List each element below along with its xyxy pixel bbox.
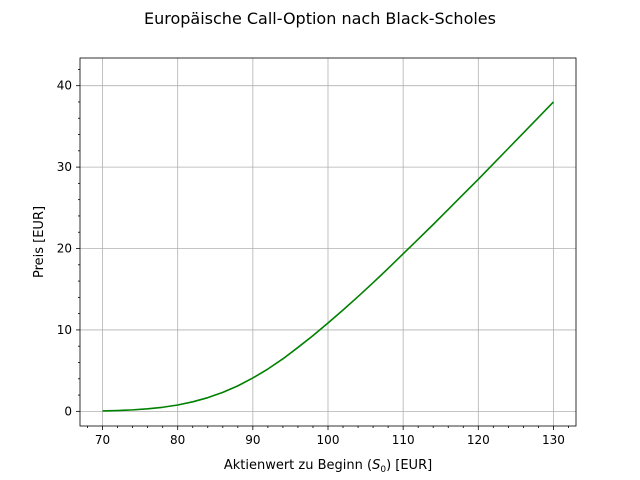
y-axis-label: Preis [EUR] <box>32 206 47 278</box>
x-tick-label: 130 <box>542 433 565 447</box>
x-tick-label: 90 <box>245 433 260 447</box>
grid <box>80 58 576 426</box>
x-tick-label: 80 <box>170 433 185 447</box>
x-axis-label-subscript: 0 <box>380 465 386 475</box>
x-axis-label: Aktienwert zu Beginn (S0) [EUR] <box>224 458 432 475</box>
y-tick-label: 40 <box>57 79 72 93</box>
x-axis-label-prefix: Aktienwert zu Beginn ( <box>224 458 372 473</box>
tick-labels: 70 80 90 100 110 120 130 0 10 20 30 40 <box>57 79 565 447</box>
y-tick-label: 20 <box>57 242 72 256</box>
x-tick-label: 100 <box>317 433 340 447</box>
x-axis-label-suffix: ) [EUR] <box>386 458 432 473</box>
y-tick-label: 30 <box>57 160 72 174</box>
x-tick-label: 70 <box>95 433 110 447</box>
y-tick-label: 10 <box>57 323 72 337</box>
y-tick-label: 0 <box>64 404 72 418</box>
x-tick-label: 110 <box>392 433 415 447</box>
series-layer <box>102 101 555 412</box>
plot-frame <box>79 57 577 427</box>
x-axis-label-symbol: S <box>372 458 380 473</box>
series-line <box>102 101 555 412</box>
chart-title: Europäische Call-Option nach Black-Schol… <box>144 9 496 28</box>
x-tick-label: 120 <box>467 433 490 447</box>
major-ticks <box>76 85 554 430</box>
